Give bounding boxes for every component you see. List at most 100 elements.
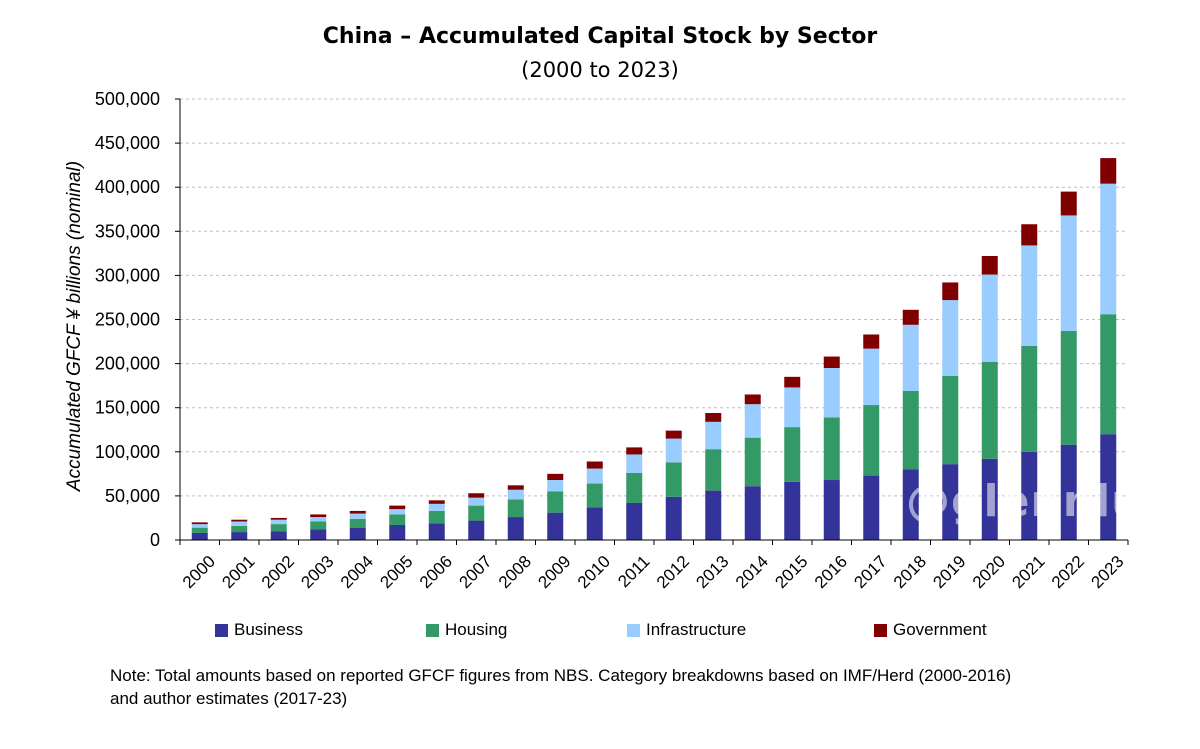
bar-business-2005 <box>389 525 406 540</box>
bar-infrastructure-2014 <box>744 404 761 438</box>
bar-government-2023 <box>1100 158 1117 184</box>
bar-infrastructure-2001 <box>231 521 248 526</box>
bar-housing-2021 <box>1021 345 1038 452</box>
chart-subtitle: (2000 to 2023) <box>521 58 679 82</box>
legend-swatch-infrastructure <box>627 623 640 637</box>
bar-housing-2019 <box>942 375 959 465</box>
bar-government-2008 <box>507 485 524 490</box>
bar-infrastructure-2003 <box>310 517 327 522</box>
x-tick-label: 2021 <box>1008 552 1048 592</box>
bar-housing-2002 <box>270 524 287 532</box>
bar-infrastructure-2015 <box>784 387 801 428</box>
bar-business-2013 <box>705 490 722 540</box>
bar-infrastructure-2005 <box>389 509 406 515</box>
bar-housing-2022 <box>1060 330 1077 445</box>
y-tick-labels: 0 50,000 100,000 150,000 200,000 250,000 300,0… <box>95 89 160 550</box>
y-tick-label: 400,000 <box>95 177 160 197</box>
y-tick-label: 100,000 <box>95 442 160 462</box>
bar-business-2023 <box>1100 434 1117 540</box>
x-tick-label: 2009 <box>534 552 574 592</box>
bar-housing-2023 <box>1100 314 1117 435</box>
bar-government-2002 <box>270 517 287 520</box>
legend-item-infrastructure: Infrastructure <box>627 619 746 641</box>
bar-business-2018 <box>902 469 919 540</box>
bar-government-2017 <box>863 334 880 349</box>
legend-item-housing: Housing <box>426 619 507 641</box>
bar-business-2003 <box>310 529 327 540</box>
y-tick-label: 350,000 <box>95 221 160 241</box>
x-tick-label: 2002 <box>258 552 298 592</box>
bar-housing-2001 <box>231 525 248 533</box>
bar-government-2014 <box>744 394 761 405</box>
y-tick-label: 500,000 <box>95 89 160 109</box>
bar-government-2022 <box>1060 191 1077 216</box>
legend-label-business: Business <box>234 620 303 639</box>
x-tick-label: 2023 <box>1087 552 1127 592</box>
chart-title: China – Accumulated Capital Stock by Sec… <box>322 24 878 49</box>
bar-business-2007 <box>468 520 485 540</box>
x-tick-label: 2010 <box>574 552 614 592</box>
x-tick-labels: 2000 2001 2002 2003 2004 2005 2006 2007 2008 2009… <box>179 552 1128 592</box>
legend-item-government: Government <box>874 619 987 641</box>
bar-infrastructure-2006 <box>428 503 445 511</box>
x-tick-label: 2004 <box>337 552 377 592</box>
bar-business-2016 <box>823 480 840 540</box>
stacked-bar-chart: 0 50,000 100,000 150,000 200,000 250,000 300,0… <box>64 89 1129 592</box>
bar-housing-2006 <box>428 510 445 524</box>
bar-government-2005 <box>389 505 406 510</box>
bar-business-2019 <box>942 464 959 540</box>
bar-business-2006 <box>428 523 445 540</box>
y-tick-label: 0 <box>150 530 160 550</box>
bar-housing-2010 <box>586 483 603 508</box>
bar-business-2015 <box>784 481 801 540</box>
bar-infrastructure-2016 <box>823 368 840 418</box>
bar-infrastructure-2011 <box>626 454 643 473</box>
x-tick-label: 2003 <box>297 552 337 592</box>
bar-housing-2004 <box>349 518 366 528</box>
bar-housing-2008 <box>507 499 524 518</box>
y-axis-label: Accumulated GFCF ¥ billions (nominal) <box>64 161 85 492</box>
bar-government-2007 <box>468 493 485 498</box>
bar-government-2006 <box>428 500 445 504</box>
bar-infrastructure-2010 <box>586 468 603 484</box>
x-tick-label: 2022 <box>1048 552 1088 592</box>
bar-government-2009 <box>547 473 564 481</box>
bar-business-2004 <box>349 527 366 540</box>
bar-business-2017 <box>863 475 880 540</box>
bar-housing-2011 <box>626 472 643 503</box>
gridlines <box>180 98 1128 497</box>
bar-government-2018 <box>902 309 919 325</box>
x-tick-label: 2018 <box>890 552 930 592</box>
bar-government-2015 <box>784 376 801 388</box>
bar-housing-2012 <box>665 462 682 497</box>
bar-housing-2014 <box>744 437 761 487</box>
x-tick-label: 2000 <box>179 552 219 592</box>
bar-infrastructure-2009 <box>547 480 564 492</box>
bar-business-2009 <box>547 512 564 540</box>
bar-housing-2016 <box>823 417 840 481</box>
legend-label-government: Government <box>893 620 987 639</box>
y-tick-label: 150,000 <box>95 398 160 418</box>
x-tick-label: 2016 <box>811 552 851 592</box>
bar-infrastructure-2018 <box>902 324 919 391</box>
footnote: Note: Total amounts based on reported GF… <box>110 664 1170 710</box>
bar-infrastructure-2020 <box>981 274 998 362</box>
bar-business-2011 <box>626 502 643 540</box>
x-tick-label: 2008 <box>495 552 535 592</box>
x-tick-label: 2001 <box>218 552 258 592</box>
bar-infrastructure-2008 <box>507 489 524 500</box>
axes <box>175 98 1129 545</box>
bar-business-2002 <box>270 531 287 540</box>
bar-infrastructure-2013 <box>705 421 722 450</box>
bar-government-2013 <box>705 412 722 422</box>
bar-government-2010 <box>586 461 603 469</box>
y-tick-label: 50,000 <box>105 486 160 506</box>
bar-infrastructure-2002 <box>270 519 287 525</box>
bar-housing-2005 <box>389 514 406 526</box>
bar-infrastructure-2004 <box>349 513 366 519</box>
bar-business-2021 <box>1021 451 1038 540</box>
legend-label-housing: Housing <box>445 620 508 639</box>
bar-infrastructure-2023 <box>1100 183 1117 315</box>
bar-business-2020 <box>981 458 998 540</box>
bar-infrastructure-2000 <box>191 524 208 528</box>
